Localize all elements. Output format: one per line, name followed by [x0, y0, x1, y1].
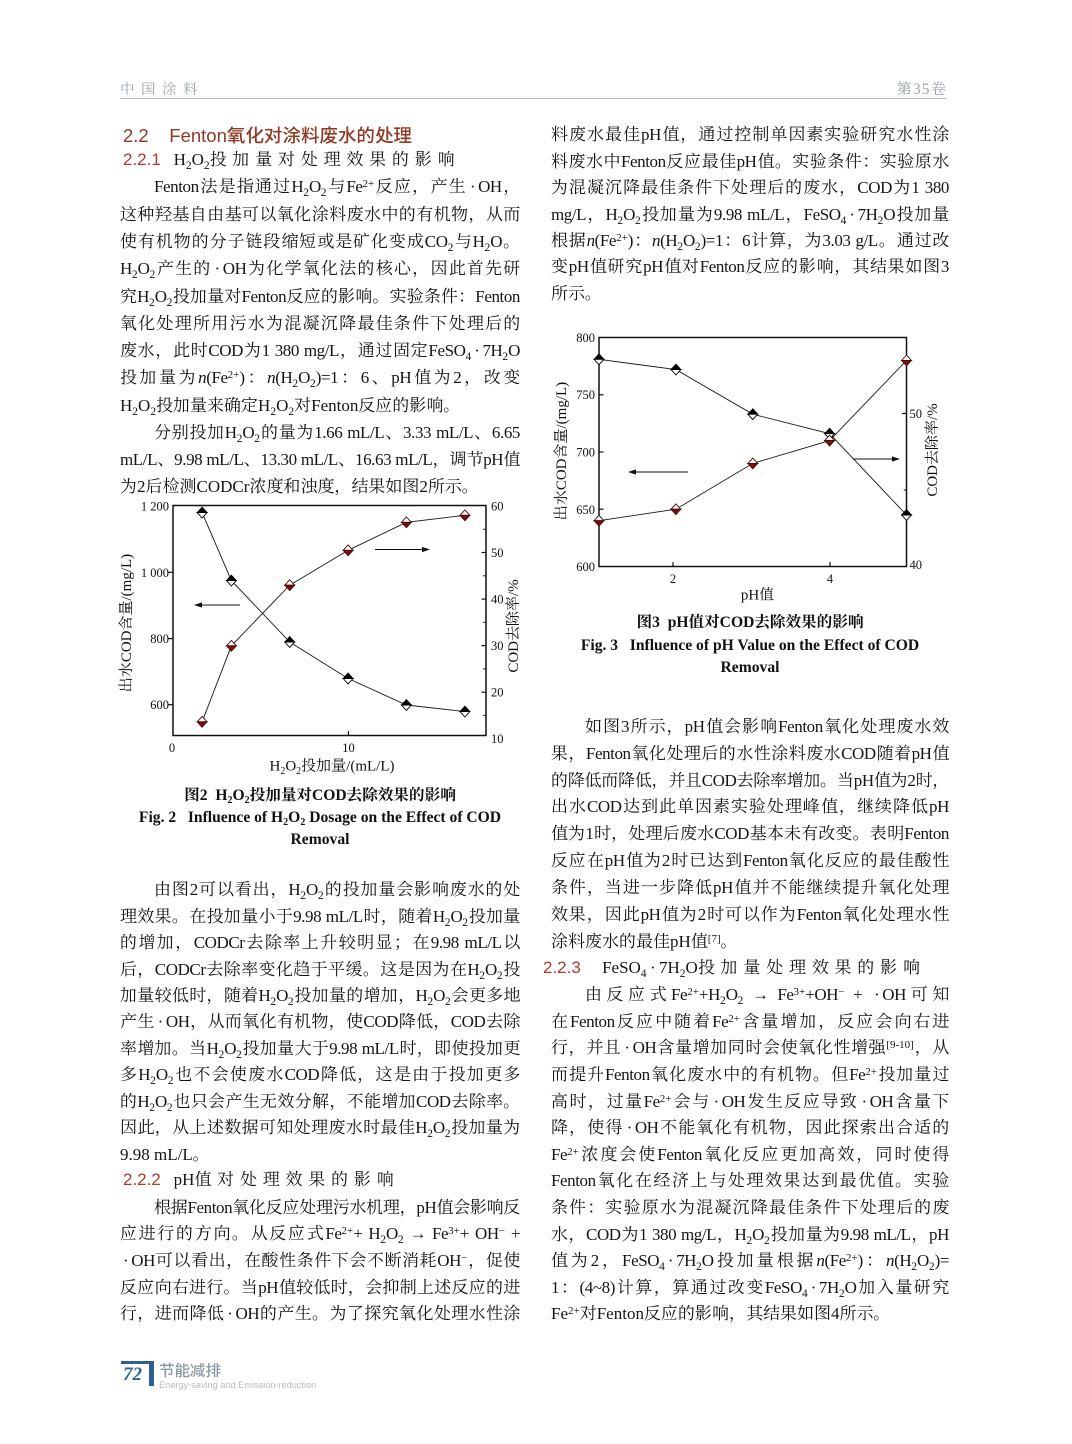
svg-text:50: 50: [910, 407, 923, 421]
svg-text:40: 40: [491, 593, 504, 607]
svg-text:2: 2: [670, 572, 676, 586]
svg-text:10: 10: [342, 741, 355, 755]
svg-text:1 000: 1 000: [141, 566, 169, 580]
svg-text:出水COD含量/(mg/L): 出水COD含量/(mg/L): [117, 554, 135, 692]
svg-text:H2O2投加量/(mL/L): H2O2投加量/(mL/L): [269, 757, 394, 778]
svg-text:20: 20: [491, 686, 504, 700]
svg-text:30: 30: [491, 639, 504, 653]
svg-text:800: 800: [576, 331, 595, 345]
svg-text:10: 10: [491, 732, 504, 746]
svg-text:600: 600: [150, 698, 169, 712]
svg-text:pH值: pH值: [741, 586, 774, 603]
svg-text:COD去除率/%: COD去除率/%: [505, 579, 522, 672]
svg-text:0: 0: [169, 741, 175, 755]
svg-text:700: 700: [576, 446, 595, 460]
svg-text:1 200: 1 200: [141, 500, 169, 514]
svg-text:60: 60: [491, 500, 504, 514]
svg-text:50: 50: [491, 546, 504, 560]
svg-text:600: 600: [576, 560, 595, 574]
svg-text:750: 750: [576, 388, 595, 402]
svg-text:800: 800: [150, 632, 169, 646]
svg-text:40: 40: [910, 558, 923, 572]
svg-text:出水COD含量/(mg/L): 出水COD含量/(mg/L): [552, 382, 570, 520]
svg-text:COD去除率/%: COD去除率/%: [924, 403, 941, 496]
svg-text:650: 650: [576, 503, 595, 517]
svg-text:4: 4: [827, 572, 834, 586]
